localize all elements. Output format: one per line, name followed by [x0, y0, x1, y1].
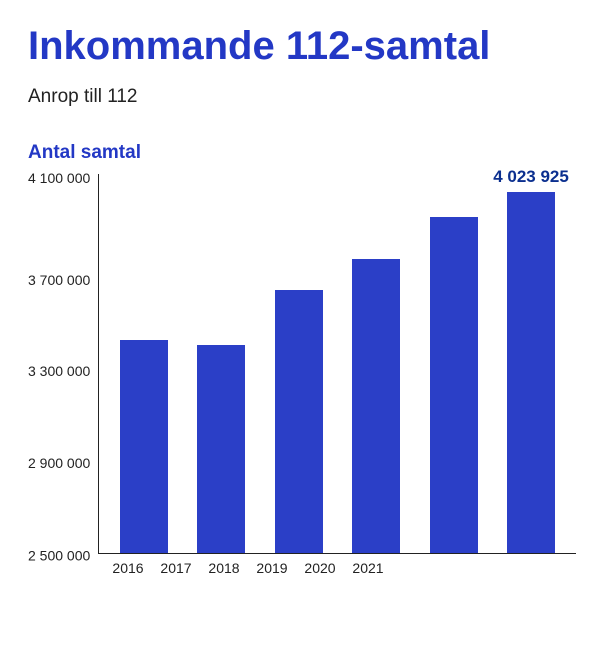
- x-tick-label: 2019: [248, 560, 296, 576]
- x-tick-label: 2017: [152, 560, 200, 576]
- chart-bar: [352, 259, 400, 553]
- x-tick-label: 2021: [344, 560, 392, 576]
- chart-title: Antal samtal: [28, 142, 576, 164]
- x-axis: 201620172018201920202021: [98, 554, 398, 576]
- page-subtitle: Anrop till 112: [28, 86, 576, 108]
- chart-bar: [507, 192, 555, 553]
- chart-bar: [197, 345, 245, 553]
- page-title: Inkommande 112-samtal: [28, 24, 576, 68]
- chart-bar: [430, 217, 478, 553]
- y-tick-label: 4 100 000: [28, 171, 90, 185]
- y-tick-label: 2 900 000: [28, 456, 90, 470]
- bar-chart: 4 023 925 4 100 0003 700 0003 300 0002 9…: [28, 174, 576, 576]
- y-tick-label: 3 300 000: [28, 364, 90, 378]
- x-tick-label: 2016: [104, 560, 152, 576]
- y-axis: 4 100 0003 700 0003 300 0002 900 0002 50…: [28, 174, 98, 554]
- plot-area: [98, 174, 576, 554]
- x-tick-label: 2018: [200, 560, 248, 576]
- y-tick-label: 3 700 000: [28, 273, 90, 287]
- chart-bar: [120, 340, 168, 553]
- x-tick-label: 2020: [296, 560, 344, 576]
- y-tick-label: 2 500 000: [28, 548, 90, 562]
- chart-bar: [275, 290, 323, 553]
